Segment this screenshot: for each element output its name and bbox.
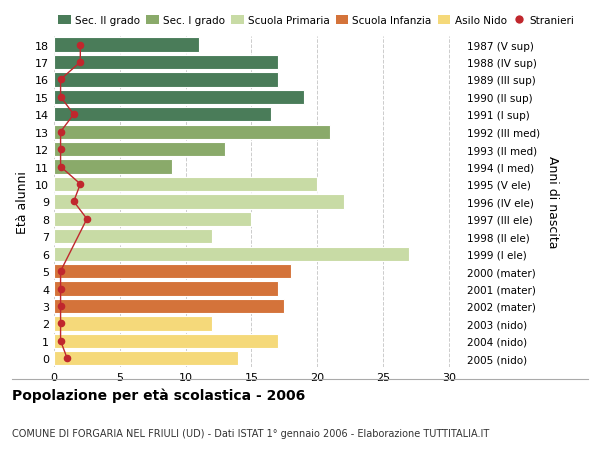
Point — [62, 355, 72, 362]
Bar — [54, 143, 225, 157]
Point — [76, 42, 85, 49]
Bar — [54, 56, 278, 70]
Point — [76, 59, 85, 67]
Bar — [54, 334, 278, 348]
Bar — [54, 247, 409, 261]
Bar — [54, 317, 212, 331]
Point — [82, 216, 92, 223]
Text: Popolazione per età scolastica - 2006: Popolazione per età scolastica - 2006 — [12, 388, 305, 403]
Point — [56, 268, 65, 275]
Bar — [54, 195, 344, 209]
Bar — [54, 108, 271, 122]
Bar — [54, 38, 199, 52]
Point — [56, 337, 65, 345]
Point — [69, 112, 79, 119]
Legend: Sec. II grado, Sec. I grado, Scuola Primaria, Scuola Infanzia, Asilo Nido, Stran: Sec. II grado, Sec. I grado, Scuola Prim… — [54, 11, 578, 30]
Bar — [54, 212, 251, 226]
Point — [56, 163, 65, 171]
Bar — [54, 160, 172, 174]
Point — [56, 77, 65, 84]
Bar — [54, 264, 291, 279]
Bar — [54, 73, 278, 87]
Bar — [54, 230, 212, 244]
Point — [56, 94, 65, 101]
Text: COMUNE DI FORGARIA NEL FRIULI (UD) - Dati ISTAT 1° gennaio 2006 - Elaborazione T: COMUNE DI FORGARIA NEL FRIULI (UD) - Dat… — [12, 428, 489, 438]
Point — [56, 302, 65, 310]
Point — [56, 146, 65, 153]
Bar — [54, 178, 317, 192]
Point — [56, 320, 65, 327]
Bar — [54, 299, 284, 313]
Y-axis label: Anni di nascita: Anni di nascita — [545, 156, 559, 248]
Bar — [54, 282, 278, 296]
Bar — [54, 352, 238, 366]
Bar — [54, 125, 331, 140]
Point — [56, 285, 65, 292]
Point — [76, 181, 85, 188]
Point — [69, 198, 79, 206]
Point — [56, 129, 65, 136]
Bar — [54, 90, 304, 105]
Y-axis label: Età alunni: Età alunni — [16, 171, 29, 233]
